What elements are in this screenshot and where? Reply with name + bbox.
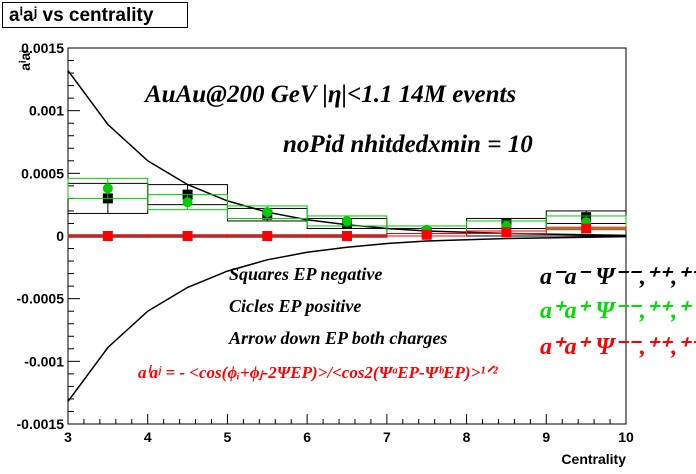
y-tick-label: 0 bbox=[56, 228, 64, 244]
x-tick-label: 10 bbox=[618, 429, 634, 445]
data-point bbox=[421, 229, 432, 240]
x-axis-label: Centrality bbox=[561, 451, 626, 467]
x-tick-label: 3 bbox=[64, 429, 72, 445]
annotation-formula: aⁱaʲ = - <cos(ϕᵢ+ϕⱼ-2ΨEP)>/<cos2(ΨᵃEP-Ψᵇ… bbox=[138, 363, 499, 382]
x-tick-label: 7 bbox=[383, 429, 391, 445]
annotation-legend3: Arrow down EP both charges bbox=[228, 328, 447, 348]
label-both: a⁺a⁺ Ψ⁻⁻,⁺⁺,⁺⁻ bbox=[540, 334, 696, 360]
series-2 bbox=[67, 223, 627, 241]
x-tick-label: 4 bbox=[144, 429, 152, 445]
data-point bbox=[102, 183, 113, 194]
annotation-legend1: Squares EP negative bbox=[229, 264, 382, 284]
y-tick-label: 0.001 bbox=[29, 103, 64, 119]
y-tick-label: 0.0005 bbox=[21, 165, 64, 181]
label-neg: a⁻a⁻ Ψ⁻⁻,⁺⁺,⁺⁻ bbox=[540, 264, 696, 290]
series-0 bbox=[67, 182, 627, 238]
data-point bbox=[342, 215, 352, 226]
y-tick-label: -0.0005 bbox=[17, 291, 65, 307]
annotation-header2: noPid nhitdedxmin = 10 bbox=[283, 131, 533, 158]
data-point bbox=[501, 227, 512, 238]
x-tick-label: 6 bbox=[303, 429, 311, 445]
y-axis-label: aⁱaʲ bbox=[17, 50, 33, 71]
annotation-header1: AuAu@200 GeV |η|<1.1 14M events bbox=[143, 81, 516, 108]
x-tick-label: 9 bbox=[542, 429, 550, 445]
label-pos: a⁺a⁺ Ψ⁻⁻,⁺⁺,⁺ bbox=[540, 298, 692, 324]
data-point bbox=[581, 223, 592, 234]
data-point bbox=[342, 231, 352, 241]
y-tick-label: -0.001 bbox=[24, 353, 64, 369]
curve-lower bbox=[67, 235, 627, 402]
x-tick-label: 8 bbox=[463, 429, 471, 445]
data-point bbox=[262, 207, 273, 218]
data-point bbox=[182, 197, 193, 208]
annotation-legend2: Cicles EP positive bbox=[229, 296, 361, 316]
data-point bbox=[182, 231, 193, 241]
y-tick-label: 0.0015 bbox=[21, 40, 64, 56]
y-tick-label: -0.0015 bbox=[17, 416, 65, 432]
chart-title: aⁱaʲ vs centrality bbox=[2, 2, 188, 28]
series-1 bbox=[67, 177, 627, 235]
data-point bbox=[262, 231, 273, 241]
x-tick-label: 5 bbox=[224, 429, 232, 445]
data-point bbox=[102, 231, 113, 241]
